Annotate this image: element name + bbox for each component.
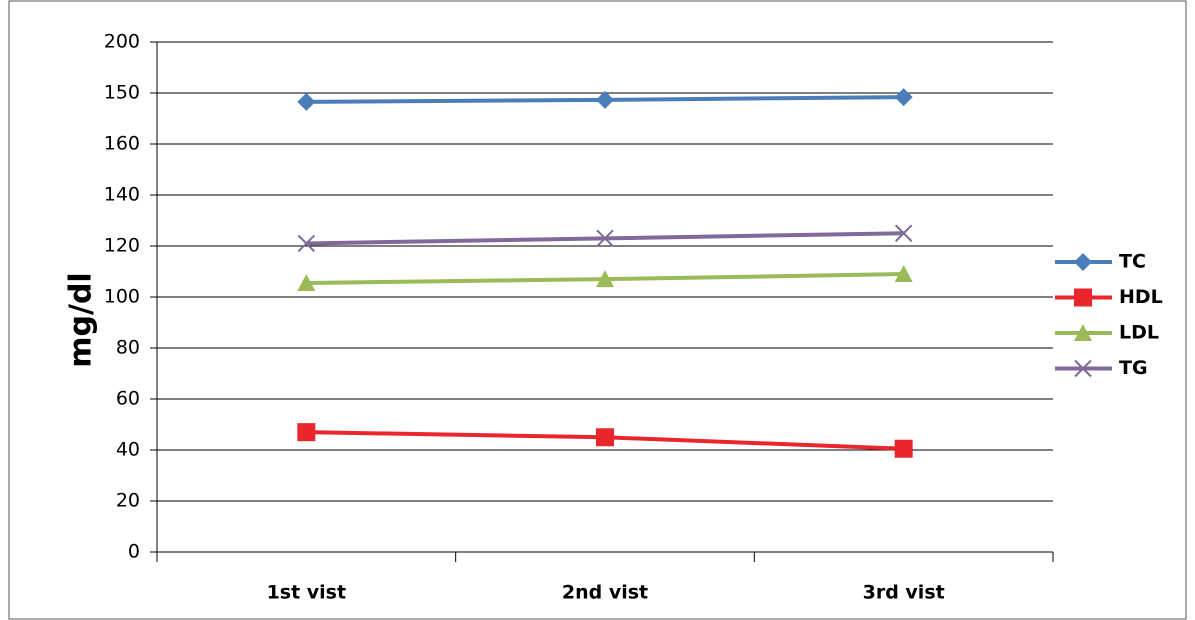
x-tick-label: 3rd vist xyxy=(863,582,945,604)
y-tick-label: 0 xyxy=(128,541,140,563)
y-tick-label: 60 xyxy=(116,388,140,410)
y-tick-label: 200 xyxy=(104,31,140,53)
marker xyxy=(596,90,614,109)
legend-label: TG xyxy=(1119,357,1148,379)
legend-label: TC xyxy=(1119,251,1146,273)
y-tick-label: 40 xyxy=(116,439,140,461)
marker xyxy=(894,439,913,458)
marker xyxy=(297,273,316,291)
marker xyxy=(596,428,614,447)
x-tick-label: 2nd vist xyxy=(562,582,648,604)
marker xyxy=(596,229,614,248)
y-tick-label: 100 xyxy=(104,286,140,308)
y-tick-label: 20 xyxy=(116,490,140,512)
marker xyxy=(894,224,913,242)
y-axis-label: mg/dl xyxy=(64,272,99,367)
chart-frame xyxy=(8,0,1187,620)
marker xyxy=(1074,288,1092,307)
y-tick-label: 150 xyxy=(104,82,140,104)
y-tick-label: 160 xyxy=(104,133,140,155)
y-tick-label: 140 xyxy=(104,184,140,206)
x-tick-label: 1st vist xyxy=(267,582,347,604)
marker xyxy=(894,265,913,283)
marker xyxy=(1074,324,1092,341)
y-tick-label: 120 xyxy=(104,235,140,257)
marker xyxy=(297,92,316,111)
y-tick-label: 80 xyxy=(116,337,140,359)
marker xyxy=(297,423,316,442)
marker xyxy=(1074,253,1092,271)
marker xyxy=(596,270,614,288)
marker xyxy=(1074,359,1092,378)
marker xyxy=(894,88,913,107)
legend-label: HDL xyxy=(1119,286,1163,308)
marker xyxy=(297,234,316,253)
legend-label: LDL xyxy=(1119,322,1159,344)
